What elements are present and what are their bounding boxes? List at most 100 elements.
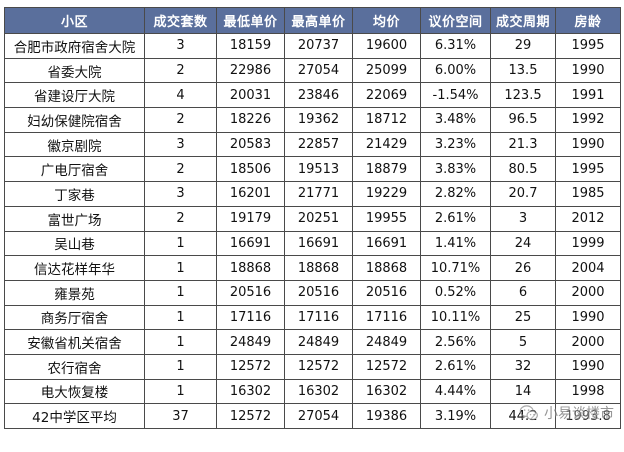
cell-building-year: 2000	[555, 329, 621, 355]
cell-avg-price: 25099	[352, 57, 421, 84]
cell-deal-count: 1	[144, 378, 217, 405]
cell-bargain-space: 6.00%	[420, 57, 491, 84]
table-row: 商务厅宿舍 1 17116 17116 17116 10.11% 25 1990	[4, 304, 621, 331]
cell-max-price: 17116	[284, 304, 353, 331]
cell-avg-price: 18879	[352, 156, 421, 183]
cell-community: 广电厅宿舍	[4, 156, 145, 183]
cell-deal-cycle: 3	[490, 205, 556, 232]
cell-min-price: 22986	[216, 57, 285, 84]
cell-avg-price: 18868	[352, 255, 421, 281]
cell-min-price: 16691	[216, 230, 285, 257]
cell-community: 合肥市政府宿舍大院	[4, 33, 145, 59]
cell-max-price: 19362	[284, 107, 353, 133]
cell-deal-cycle: 32	[490, 353, 556, 380]
cell-deal-count: 3	[144, 33, 217, 59]
cell-deal-count: 2	[144, 205, 217, 232]
table-row: 丁家巷 3 16201 21771 19229 2.82% 20.7 1985	[4, 181, 621, 207]
cell-deal-cycle: 6	[490, 279, 556, 306]
cell-community: 雍景苑	[4, 279, 145, 306]
cell-deal-count: 2	[144, 57, 217, 84]
header-community: 小区	[4, 7, 145, 34]
cell-deal-cycle: 21.3	[490, 131, 556, 158]
cell-community: 丁家巷	[4, 181, 145, 207]
header-min-price: 最低单价	[216, 7, 285, 34]
cell-deal-cycle: 96.5	[490, 107, 556, 133]
header-bargain-space: 议价空间	[420, 7, 491, 34]
cell-min-price: 24849	[216, 329, 285, 355]
cell-community: 农行宿舍	[4, 353, 145, 380]
cell-community: 富世广场	[4, 205, 145, 232]
table-row: 信达花样年华 1 18868 18868 18868 10.71% 26 2004	[4, 255, 621, 281]
cell-avg-price: 16691	[352, 230, 421, 257]
cell-building-year: 2004	[555, 255, 621, 281]
cell-avg-price: 17116	[352, 304, 421, 331]
cell-deal-cycle: 14	[490, 378, 556, 405]
cell-deal-cycle: 5	[490, 329, 556, 355]
cell-building-year: 1990	[555, 304, 621, 331]
cell-bargain-space: 3.83%	[420, 156, 491, 183]
cell-community: 安徽省机关宿舍	[4, 329, 145, 355]
cell-community: 电大恢复楼	[4, 378, 145, 405]
cell-community: 吴山巷	[4, 230, 145, 257]
cell-min-price: 18226	[216, 107, 285, 133]
cell-min-price: 20516	[216, 279, 285, 306]
cell-min-price: 20031	[216, 82, 285, 109]
cell-max-price: 24849	[284, 329, 353, 355]
housing-price-table: 小区 成交套数 最低单价 最高单价 均价 议价空间 成交周期 房龄 合肥市政府宿…	[4, 7, 621, 429]
cell-bargain-space: 3.23%	[420, 131, 491, 158]
cell-bargain-space: 4.44%	[420, 378, 491, 405]
cell-deal-count: 1	[144, 279, 217, 306]
table-row: 广电厅宿舍 2 18506 19513 18879 3.83% 80.5 1995	[4, 156, 621, 183]
cell-bargain-space: -1.54%	[420, 82, 491, 109]
cell-min-price: 18868	[216, 255, 285, 281]
cell-max-price: 20516	[284, 279, 353, 306]
cell-building-year: 1990	[555, 353, 621, 380]
cell-max-price: 16691	[284, 230, 353, 257]
cell-avg-price: 19955	[352, 205, 421, 232]
cell-deal-cycle: 26	[490, 255, 556, 281]
cell-deal-count: 1	[144, 230, 217, 257]
cell-deal-count: 4	[144, 82, 217, 109]
cell-community: 徽京剧院	[4, 131, 145, 158]
cell-deal-count: 1	[144, 255, 217, 281]
table-row: 省委大院 2 22986 27054 25099 6.00% 13.5 1990	[4, 57, 621, 84]
cell-min-price: 16201	[216, 181, 285, 207]
cell-bargain-space: 2.61%	[420, 205, 491, 232]
header-avg-price: 均价	[352, 7, 421, 34]
cell-max-price: 23846	[284, 82, 353, 109]
cell-bargain-space: 2.56%	[420, 329, 491, 355]
cell-community: 商务厅宿舍	[4, 304, 145, 331]
cell-deal-cycle: 24	[490, 230, 556, 257]
cell-bargain-space: 1.41%	[420, 230, 491, 257]
header-building-year: 房龄	[555, 7, 621, 34]
cell-building-year: 1999	[555, 230, 621, 257]
cell-min-price: 19179	[216, 205, 285, 232]
table-body: 合肥市政府宿舍大院 3 18159 20737 19600 6.31% 29 1995 省委大院…	[4, 33, 621, 429]
cell-avg-price: 12572	[352, 353, 421, 380]
cell-deal-cycle: 20.7	[490, 181, 556, 207]
cell-bargain-space: 10.71%	[420, 255, 491, 281]
cell-community: 妇幼保健院宿舍	[4, 107, 145, 133]
cell-community: 42中学区平均	[4, 403, 145, 429]
cell-max-price: 19513	[284, 156, 353, 183]
cell-community: 信达花样年华	[4, 255, 145, 281]
cell-building-year: 1993.8	[555, 403, 621, 429]
cell-bargain-space: 6.31%	[420, 33, 491, 59]
cell-min-price: 18159	[216, 33, 285, 59]
cell-max-price: 20737	[284, 33, 353, 59]
cell-avg-price: 21429	[352, 131, 421, 158]
cell-avg-price: 18712	[352, 107, 421, 133]
table-row: 徽京剧院 3 20583 22857 21429 3.23% 21.3 1990	[4, 131, 621, 158]
cell-min-price: 20583	[216, 131, 285, 158]
cell-deal-count: 1	[144, 304, 217, 331]
table-header-row: 小区 成交套数 最低单价 最高单价 均价 议价空间 成交周期 房龄	[4, 7, 621, 34]
cell-bargain-space: 3.48%	[420, 107, 491, 133]
cell-deal-count: 2	[144, 156, 217, 183]
cell-avg-price: 24849	[352, 329, 421, 355]
cell-min-price: 17116	[216, 304, 285, 331]
cell-deal-count: 2	[144, 107, 217, 133]
table-row: 吴山巷 1 16691 16691 16691 1.41% 24 1999	[4, 230, 621, 257]
cell-bargain-space: 10.11%	[420, 304, 491, 331]
cell-building-year: 2000	[555, 279, 621, 306]
cell-max-price: 18868	[284, 255, 353, 281]
